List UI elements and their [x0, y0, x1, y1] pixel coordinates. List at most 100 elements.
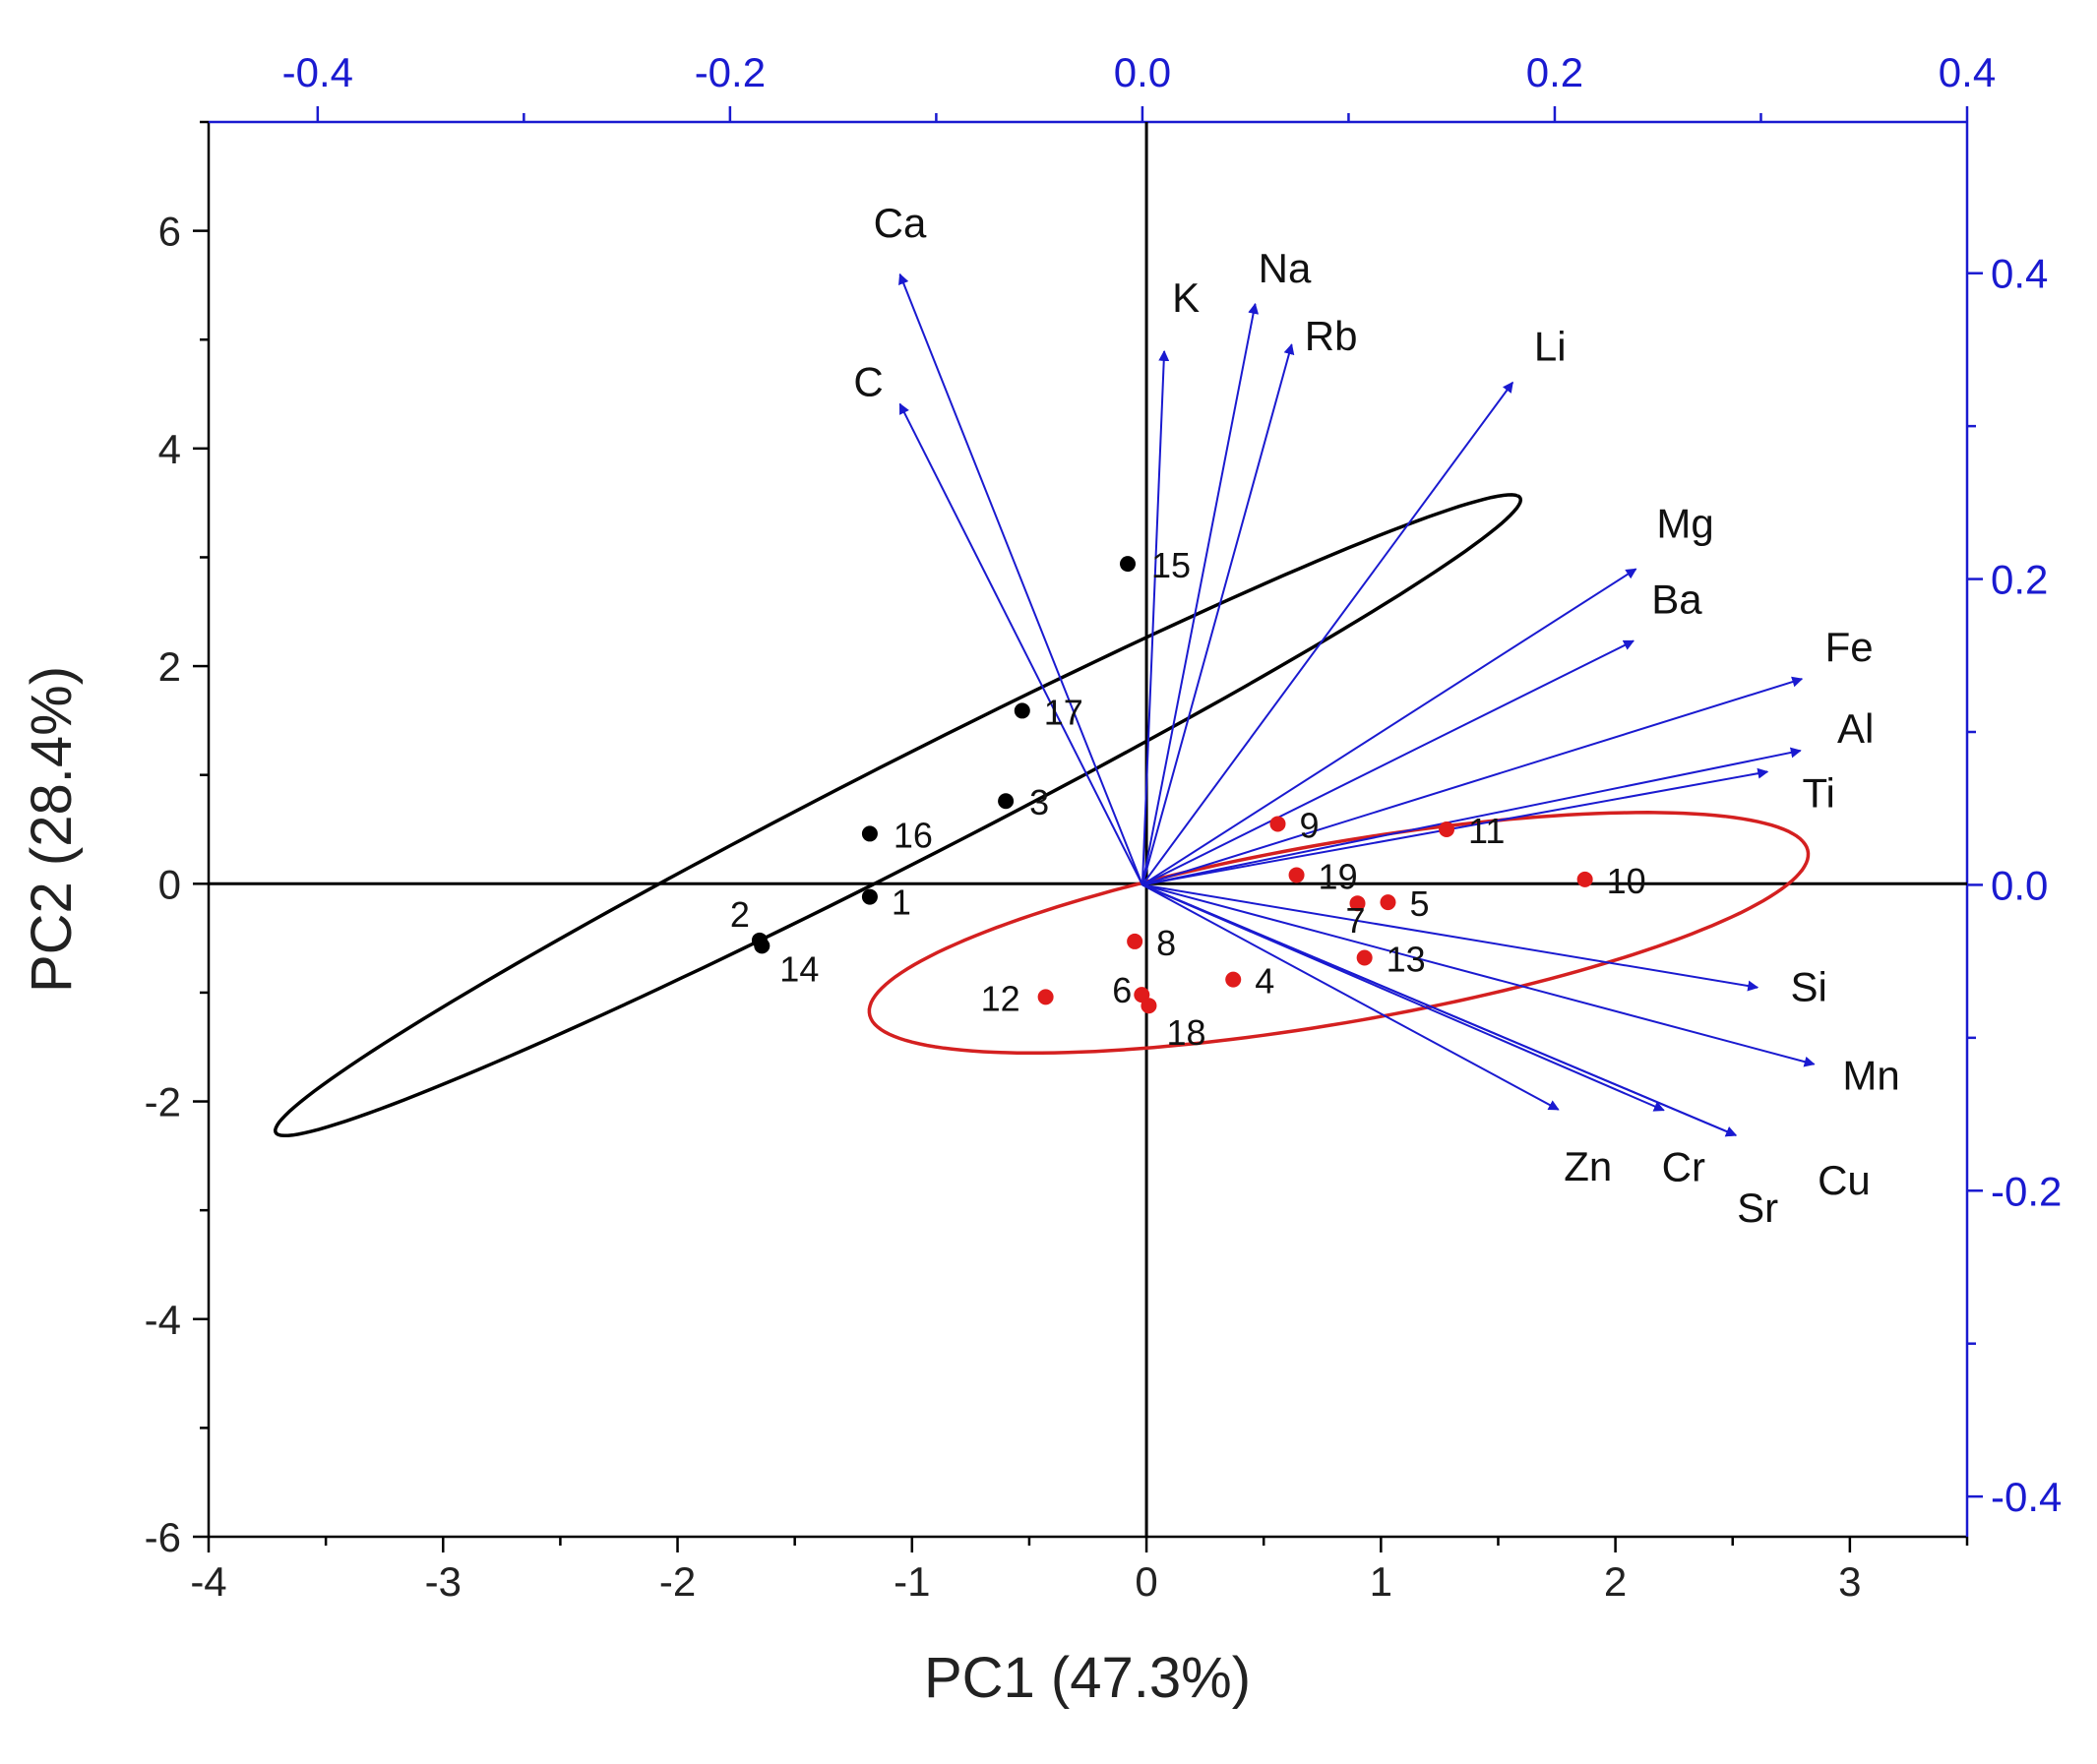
score-point-16 [861, 825, 878, 842]
y-tick-label: 0 [158, 861, 181, 907]
y-axis-title: PC2 (28.4%) [20, 666, 84, 993]
score-point-9 [1269, 816, 1286, 832]
loading-arrow-si [1141, 883, 1759, 992]
score-point-19 [1288, 867, 1305, 883]
loading-label-al: Al [1837, 705, 1874, 752]
loading-arrow-c [898, 402, 1143, 885]
score-label-1: 1 [892, 882, 911, 923]
score-point-1 [861, 888, 878, 905]
score-label-14: 14 [779, 948, 819, 989]
score-point-4 [1225, 971, 1242, 988]
x-tick-label: -4 [190, 1558, 226, 1605]
loading-label-na: Na [1259, 245, 1312, 291]
x-tick-label: -3 [425, 1558, 462, 1605]
score-point-14 [754, 938, 771, 954]
score-label-16: 16 [894, 815, 933, 855]
x-tick-label: 3 [1838, 1558, 1861, 1605]
top-tick-label: 0.4 [1939, 49, 1996, 95]
top-tick-label: 0.0 [1114, 49, 1171, 95]
right-tick-label: 0.2 [1991, 557, 2048, 603]
loading-label-cu: Cu [1818, 1157, 1871, 1203]
score-label-3: 3 [1029, 782, 1049, 822]
x-tick-label: 2 [1604, 1558, 1627, 1605]
loading-label-k: K [1172, 274, 1200, 321]
score-label-11: 11 [1468, 811, 1505, 851]
top-tick-label: 0.2 [1526, 49, 1583, 95]
loading-arrow-na [1141, 302, 1260, 885]
score-label-10: 10 [1607, 861, 1646, 901]
loading-arrow-cu [1141, 883, 1737, 1137]
score-label-6: 6 [1112, 970, 1132, 1010]
y-tick-label: -6 [145, 1514, 181, 1560]
score-point-15 [1120, 556, 1137, 573]
y-tick-label: 4 [158, 426, 181, 472]
score-point-12 [1037, 989, 1054, 1005]
score-label-12: 12 [981, 978, 1020, 1018]
x-tick-label: 0 [1135, 1558, 1157, 1605]
score-label-5: 5 [1409, 883, 1429, 924]
y-tick-label: -4 [145, 1297, 181, 1343]
confidence-ellipse-group1 [273, 493, 1523, 1138]
score-label-9: 9 [1299, 805, 1319, 845]
loading-arrow-k [1141, 349, 1170, 885]
loading-label-fe: Fe [1825, 624, 1874, 670]
y-tick-label: 2 [158, 643, 181, 690]
top-tick-label: -0.4 [282, 49, 353, 95]
right-tick-label: -0.2 [1991, 1168, 2062, 1214]
y-tick-label: 6 [158, 209, 181, 255]
score-point-13 [1356, 949, 1373, 966]
score-point-18 [1141, 998, 1157, 1014]
loading-arrow-mg [1141, 568, 1637, 886]
right-tick-label: -0.4 [1991, 1474, 2062, 1520]
loading-label-mn: Mn [1842, 1053, 1899, 1099]
score-point-10 [1576, 871, 1593, 887]
loading-label-ti: Ti [1802, 769, 1834, 816]
loading-label-cr: Cr [1662, 1144, 1705, 1190]
score-label-18: 18 [1166, 1012, 1205, 1053]
loading-label-ca: Ca [874, 200, 927, 246]
loading-label-li: Li [1534, 324, 1567, 370]
x-tick-label: -1 [894, 1558, 930, 1605]
score-label-13: 13 [1387, 940, 1426, 980]
score-point-17 [1014, 702, 1030, 719]
score-point-11 [1439, 821, 1455, 837]
y-tick-label: -2 [145, 1079, 181, 1125]
x-axis-title: PC1 (47.3%) [924, 1646, 1251, 1710]
loading-label-rb: Rb [1305, 313, 1358, 359]
top-tick-label: -0.2 [695, 49, 766, 95]
score-label-17: 17 [1044, 692, 1083, 732]
loading-arrow-li [1141, 381, 1514, 886]
score-label-7: 7 [1346, 900, 1366, 941]
loading-arrow-fe [1141, 676, 1804, 886]
score-label-2: 2 [730, 894, 750, 935]
score-point-7 [1349, 895, 1366, 912]
loading-arrow-ca [898, 273, 1143, 885]
loading-label-mg: Mg [1656, 500, 1713, 546]
loading-label-sr: Sr [1737, 1185, 1778, 1231]
score-point-8 [1127, 933, 1143, 949]
score-point-5 [1380, 894, 1396, 911]
score-label-19: 19 [1319, 856, 1358, 896]
data-layer [273, 273, 1816, 1138]
loading-label-si: Si [1790, 964, 1826, 1010]
x-tick-label: -2 [659, 1558, 696, 1605]
loading-arrow-ti [1141, 767, 1769, 886]
loading-arrow-rb [1141, 343, 1295, 885]
score-point-3 [998, 793, 1015, 810]
score-label-15: 15 [1151, 545, 1191, 585]
score-label-4: 4 [1255, 961, 1274, 1002]
loading-label-zn: Zn [1564, 1143, 1612, 1189]
right-tick-label: 0.4 [1991, 251, 2048, 297]
loading-arrow-ba [1141, 639, 1634, 886]
loading-arrow-mn [1141, 883, 1816, 1067]
score-label-8: 8 [1156, 923, 1176, 963]
loading-arrow-al [1141, 747, 1802, 886]
x-tick-label: 1 [1370, 1558, 1392, 1605]
loading-label-c: C [853, 359, 883, 405]
right-tick-label: 0.0 [1991, 862, 2048, 908]
loading-label-ba: Ba [1651, 576, 1702, 622]
loading-arrow-zn [1141, 883, 1560, 1111]
